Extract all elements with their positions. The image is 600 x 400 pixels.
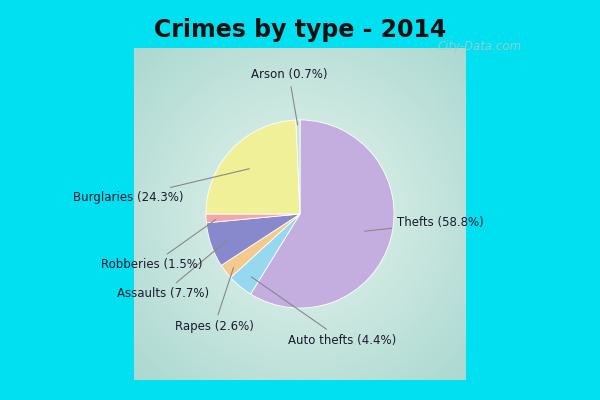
Text: Thefts (58.8%): Thefts (58.8%) xyxy=(365,216,484,231)
Wedge shape xyxy=(296,120,300,214)
Wedge shape xyxy=(221,214,300,278)
Text: Burglaries (24.3%): Burglaries (24.3%) xyxy=(73,169,250,204)
Text: Assaults (7.7%): Assaults (7.7%) xyxy=(117,241,227,300)
Text: Rapes (2.6%): Rapes (2.6%) xyxy=(175,268,254,333)
Text: Auto thefts (4.4%): Auto thefts (4.4%) xyxy=(251,277,396,346)
Text: Arson (0.7%): Arson (0.7%) xyxy=(251,68,327,125)
Wedge shape xyxy=(251,120,394,308)
Text: City-Data.com: City-Data.com xyxy=(438,40,522,53)
Wedge shape xyxy=(206,214,300,223)
Wedge shape xyxy=(206,214,300,265)
Title: Crimes by type - 2014: Crimes by type - 2014 xyxy=(154,18,446,42)
Wedge shape xyxy=(230,214,300,294)
Text: Robberies (1.5%): Robberies (1.5%) xyxy=(101,220,216,272)
Wedge shape xyxy=(206,120,300,214)
